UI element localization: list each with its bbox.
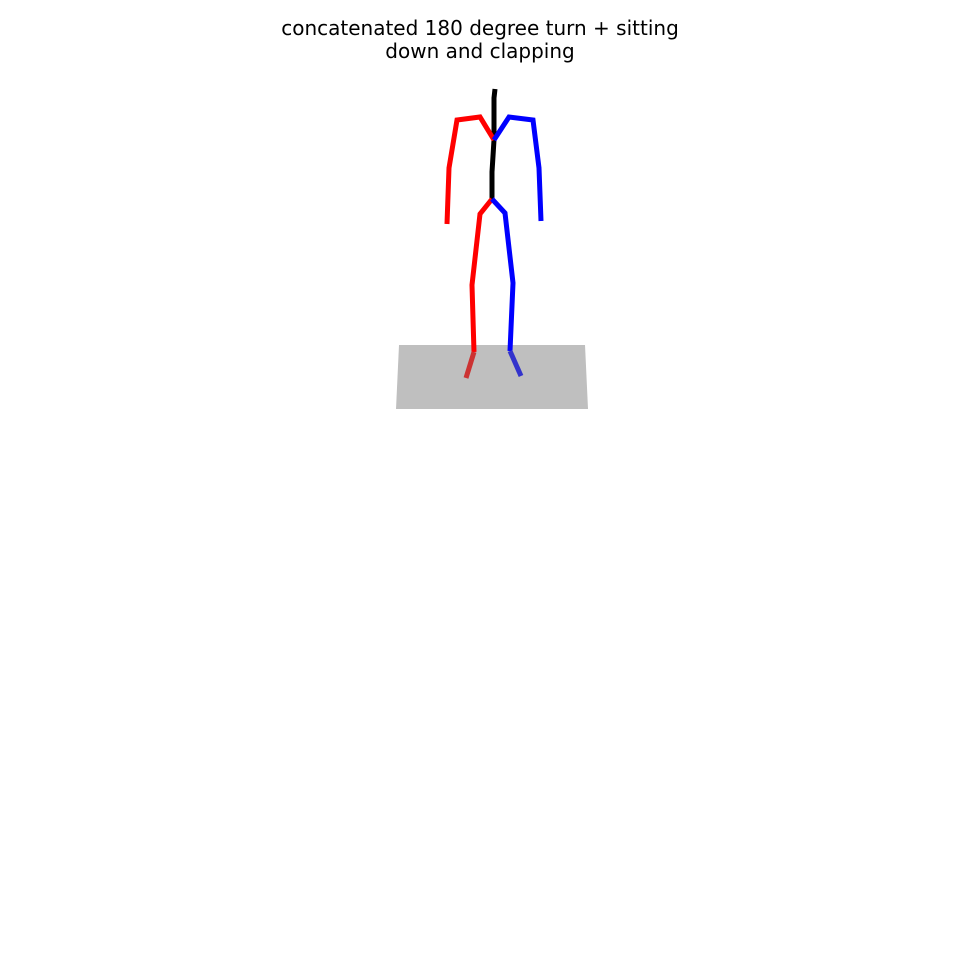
right-leg <box>469 197 494 353</box>
right-foot <box>463 351 477 379</box>
figure-title-line-2: down and clapping <box>385 39 574 63</box>
left-leg <box>490 197 516 352</box>
figure-title-line-1: concatenated 180 degree turn + sitting <box>281 16 679 40</box>
floor-plane <box>396 345 588 409</box>
right-arm <box>444 114 497 225</box>
left-foot <box>507 349 524 378</box>
left-arm <box>491 114 544 222</box>
